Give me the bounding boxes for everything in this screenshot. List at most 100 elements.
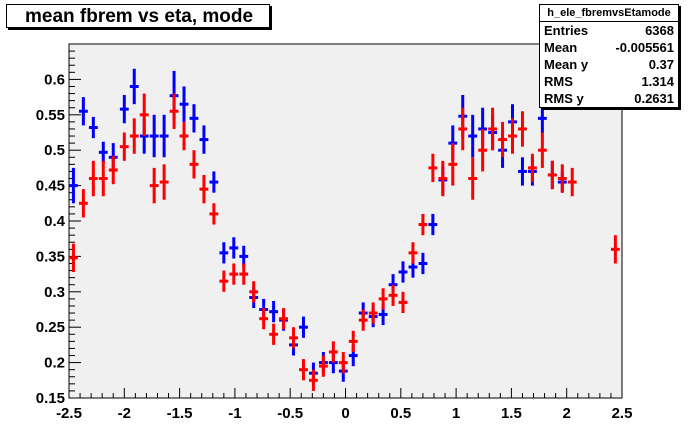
data-point — [557, 164, 567, 193]
stats-label: Mean y — [544, 57, 589, 72]
data-point — [149, 114, 159, 158]
data-point — [199, 125, 209, 154]
data-point — [239, 263, 249, 285]
data-point — [239, 245, 249, 268]
data-point — [368, 302, 378, 324]
data-point — [179, 86, 189, 122]
data-point — [279, 308, 288, 330]
y-tick-label: 0.15 — [36, 390, 65, 407]
data-point — [209, 203, 219, 225]
data-point — [119, 94, 129, 124]
x-tick-label: -0.5 — [277, 405, 303, 422]
x-tick-label: -1 — [228, 405, 241, 422]
stats-value: -0.005561 — [615, 40, 674, 55]
data-point — [299, 316, 308, 338]
data-point — [299, 359, 308, 381]
stats-box: h_ele_fbremvsEtamode Entries 6368 Mean -… — [539, 4, 679, 108]
data-point — [348, 330, 358, 352]
x-tick-label: 0.5 — [390, 405, 411, 422]
x-tick-labels: -2.5 -2 -1.5 -1 -0.5 0 0.5 1 1.5 2 2.5 — [56, 405, 632, 422]
plot-frame — [68, 43, 623, 399]
x-tick-label: 1 — [452, 405, 460, 422]
stats-histogram-name: h_ele_fbremvsEtamode — [540, 5, 678, 22]
y-tick-labels: 0.15 0.2 0.25 0.3 0.35 0.4 0.45 0.5 0.55 0.6 — [36, 71, 66, 407]
data-point — [159, 164, 169, 200]
stats-row-mean-y: Mean y 0.37 — [540, 56, 678, 73]
data-point — [498, 121, 507, 158]
data-point — [338, 351, 348, 374]
stats-value: 0.2631 — [634, 91, 674, 106]
data-point — [428, 213, 438, 236]
y-tick-label: 0.3 — [44, 284, 65, 301]
x-tick-label: 0 — [341, 405, 349, 422]
axis-ticks — [68, 43, 623, 399]
data-point — [159, 114, 169, 158]
data-point — [537, 104, 547, 133]
data-point — [69, 243, 78, 272]
data-point — [69, 167, 78, 204]
data-point — [289, 327, 298, 349]
data-point — [398, 291, 408, 314]
data-point — [249, 281, 259, 303]
data-point — [139, 93, 149, 137]
data-point — [408, 242, 418, 264]
data-point — [527, 153, 537, 183]
data-point — [388, 284, 398, 306]
data-point — [537, 132, 547, 168]
data-point — [269, 323, 279, 345]
stats-row-mean: Mean -0.005561 — [540, 39, 678, 56]
data-point — [610, 235, 620, 264]
data-point — [129, 118, 139, 154]
data-point — [169, 93, 179, 129]
data-point — [468, 157, 478, 200]
data-point — [547, 160, 557, 190]
data-point — [328, 341, 338, 363]
data-point — [508, 118, 517, 154]
data-point — [229, 263, 239, 285]
data-point — [318, 355, 328, 377]
series-2 — [69, 93, 620, 391]
data-point — [229, 237, 239, 259]
data-point — [259, 308, 269, 330]
data-point — [219, 270, 229, 292]
data-point — [149, 167, 159, 204]
stats-row-rms: RMS 1.314 — [540, 73, 678, 90]
data-point — [518, 111, 527, 147]
y-tick-label: 0.45 — [36, 178, 65, 195]
x-tick-label: 1.5 — [501, 405, 522, 422]
y-tick-label: 0.35 — [36, 248, 65, 265]
data-point — [98, 160, 108, 197]
data-point — [189, 150, 199, 179]
data-point — [78, 189, 88, 218]
data-point — [567, 167, 577, 197]
data-point — [468, 114, 478, 158]
data-point — [358, 309, 368, 331]
y-tick-label: 0.5 — [44, 142, 65, 159]
data-point — [88, 116, 98, 139]
y-tick-label: 0.55 — [36, 107, 65, 124]
data-point — [418, 252, 428, 275]
data-point — [428, 153, 438, 183]
stats-label: RMS — [544, 74, 573, 89]
data-point — [129, 68, 139, 105]
data-point — [488, 107, 498, 151]
data-point — [458, 107, 468, 151]
data-point — [269, 301, 279, 323]
x-tick-label: -1.5 — [167, 405, 193, 422]
data-point — [398, 261, 408, 283]
data-point — [88, 160, 98, 197]
data-point — [98, 141, 108, 163]
data-point — [378, 288, 388, 310]
data-point — [418, 213, 428, 236]
data-point — [438, 160, 448, 197]
y-tick-label: 0.2 — [44, 355, 65, 372]
stats-value: 0.37 — [648, 57, 674, 72]
data-marks — [69, 68, 620, 391]
stats-row-rms-y: RMS y 0.2631 — [540, 90, 678, 107]
data-point — [179, 121, 189, 151]
data-point — [78, 97, 88, 126]
stats-label: Mean — [544, 40, 578, 55]
x-tick-label: 2 — [563, 405, 571, 422]
stats-value: 6368 — [645, 23, 674, 38]
data-point — [209, 171, 219, 193]
